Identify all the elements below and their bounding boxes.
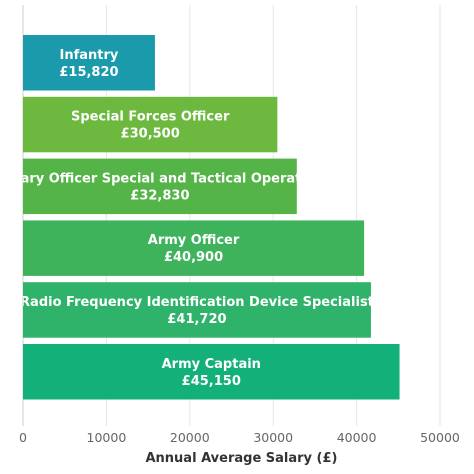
x-tick-label: 0 (19, 430, 27, 445)
bar-category-label: Infantry (60, 48, 119, 63)
x-tick-label: 30000 (253, 430, 293, 445)
x-tick-label: 40000 (337, 430, 377, 445)
x-tick-label: 20000 (170, 430, 210, 445)
x-axis: 0 10000 20000 30000 40000 50000 (19, 430, 460, 445)
bar-value-label: £40,900 (164, 250, 223, 265)
x-tick-label: 50000 (420, 430, 460, 445)
bar-value-label: £45,150 (182, 374, 241, 389)
bar (23, 96, 278, 153)
bar-category-label: Special Forces Officer (71, 110, 230, 125)
bar (23, 344, 400, 400)
bar (23, 220, 365, 276)
x-tick-label: 10000 (87, 430, 127, 445)
bar-value-label: £15,820 (59, 65, 118, 80)
bar (23, 35, 155, 91)
bar-category-label: Radio Frequency Identification Device Sp… (20, 295, 374, 310)
bar-value-label: £30,500 (121, 127, 180, 142)
bar-value-label: £32,830 (130, 188, 189, 203)
bar-category-label: Army Captain (162, 357, 261, 372)
bars (23, 35, 400, 400)
bar-value-label: £41,720 (167, 312, 226, 327)
bar-category-label: Army Officer (148, 233, 240, 248)
bar-category-label: Military Officer Special and Tactical Op… (0, 171, 332, 186)
x-axis-label: Annual Average Salary (£) (145, 451, 337, 466)
bar (23, 158, 297, 215)
bar (23, 282, 371, 338)
bar-labels: Infantry £15,820 Special Forces Officer £30… (0, 48, 374, 389)
